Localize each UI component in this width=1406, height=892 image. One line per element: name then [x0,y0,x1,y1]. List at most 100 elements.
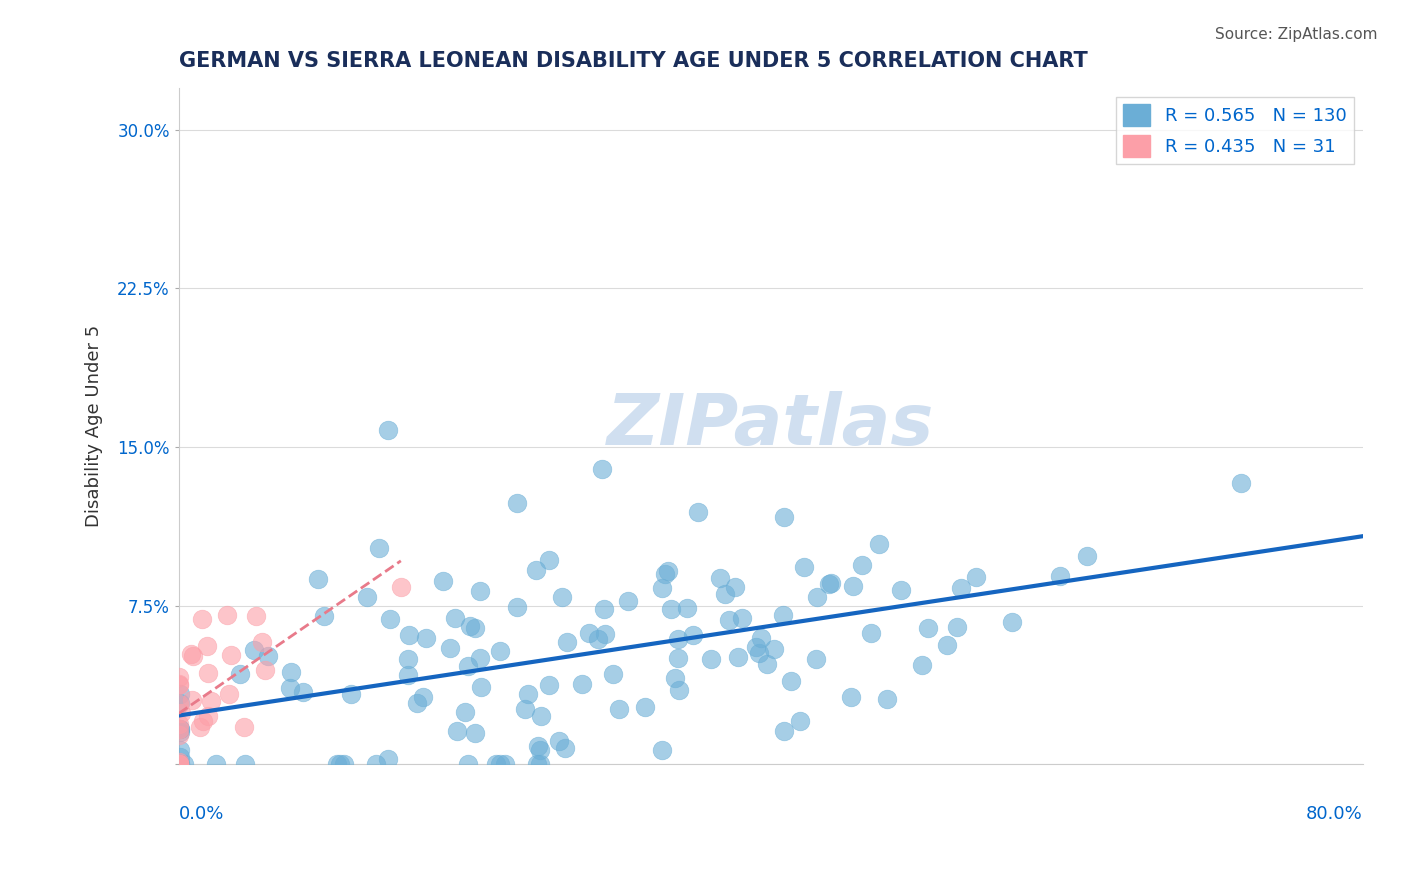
Point [457,658,479,673]
Point [890,582,912,597]
Point [1049,569,1071,583]
Point [398,627,420,641]
Point [1076,549,1098,564]
Point [537,678,560,692]
Point [731,611,754,625]
Point [396,667,419,681]
Point [488,757,510,772]
Point [917,621,939,635]
Point [817,577,839,591]
Point [527,739,550,754]
Point [219,648,242,662]
Point [876,691,898,706]
Point [468,583,491,598]
Point [190,612,212,626]
Point [526,757,548,772]
Point [464,725,486,739]
Point [717,613,740,627]
Point [215,607,238,622]
Point [458,619,481,633]
Point [666,651,689,665]
Text: 80.0%: 80.0% [1306,805,1362,823]
Point [593,602,616,616]
Point [617,594,640,608]
Point [377,423,399,437]
Point [839,690,862,704]
Point [233,720,256,734]
Point [945,620,967,634]
Point [169,722,191,736]
Point [664,671,686,685]
Point [842,579,865,593]
Point [432,574,454,589]
Point [537,553,560,567]
Point [772,724,794,739]
Point [714,587,737,601]
Point [806,591,828,605]
Point [167,676,190,690]
Point [657,564,679,578]
Point [169,743,191,757]
Point [530,709,553,723]
Point [659,601,682,615]
Point [793,560,815,574]
Point [173,757,195,772]
Point [464,621,486,635]
Text: GERMAN VS SIERRA LEONEAN DISABILITY AGE UNDER 5 CORRELATION CHART: GERMAN VS SIERRA LEONEAN DISABILITY AGE … [179,51,1088,70]
Point [333,757,356,772]
Point [169,757,191,772]
Point [340,687,363,701]
Point [167,757,190,772]
Point [292,685,315,699]
Text: Source: ZipAtlas.com: Source: ZipAtlas.com [1215,27,1378,42]
Point [506,600,529,615]
Point [329,757,352,772]
Point [250,635,273,649]
Point [745,640,768,655]
Point [494,757,516,772]
Point [193,714,215,728]
Point [950,581,973,595]
Point [551,590,574,604]
Text: 0.0%: 0.0% [179,805,224,823]
Point [167,716,190,731]
Point [389,581,412,595]
Point [443,611,465,625]
Point [668,683,690,698]
Point [820,576,842,591]
Point [167,728,190,742]
Point [412,690,434,705]
Point [218,687,240,701]
Point [724,580,747,594]
Point [257,649,280,664]
Point [181,649,204,664]
Point [167,670,190,684]
Point [169,688,191,702]
Point [578,626,600,640]
Point [591,462,613,476]
Point [367,541,389,555]
Point [169,722,191,736]
Point [439,641,461,656]
Point [555,635,578,649]
Point [554,740,576,755]
Point [686,505,709,519]
Point [312,609,335,624]
Point [763,641,786,656]
Point [524,563,547,577]
Point [607,702,630,716]
Point [167,697,190,711]
Point [169,757,191,772]
Point [280,665,302,679]
Point [446,724,468,739]
Point [675,600,697,615]
Y-axis label: Disability Age Under 5: Disability Age Under 5 [86,325,103,527]
Point [457,757,479,772]
Point [205,757,228,772]
Point [366,757,388,772]
Point [529,757,551,772]
Point [859,625,882,640]
Point [806,652,828,666]
Point [748,646,770,660]
Point [200,693,222,707]
